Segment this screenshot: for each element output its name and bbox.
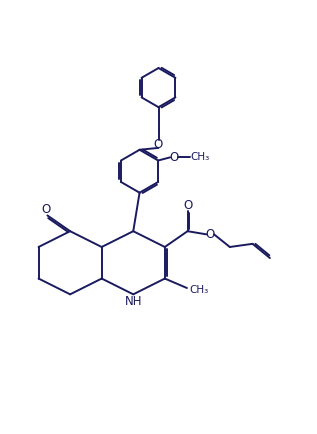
Text: NH: NH (125, 295, 142, 308)
Text: O: O (169, 151, 178, 164)
Text: O: O (206, 228, 215, 241)
Text: O: O (183, 198, 192, 211)
Text: O: O (41, 203, 50, 216)
Text: O: O (154, 138, 163, 151)
Text: CH₃: CH₃ (190, 285, 209, 295)
Text: CH₃: CH₃ (191, 152, 210, 162)
